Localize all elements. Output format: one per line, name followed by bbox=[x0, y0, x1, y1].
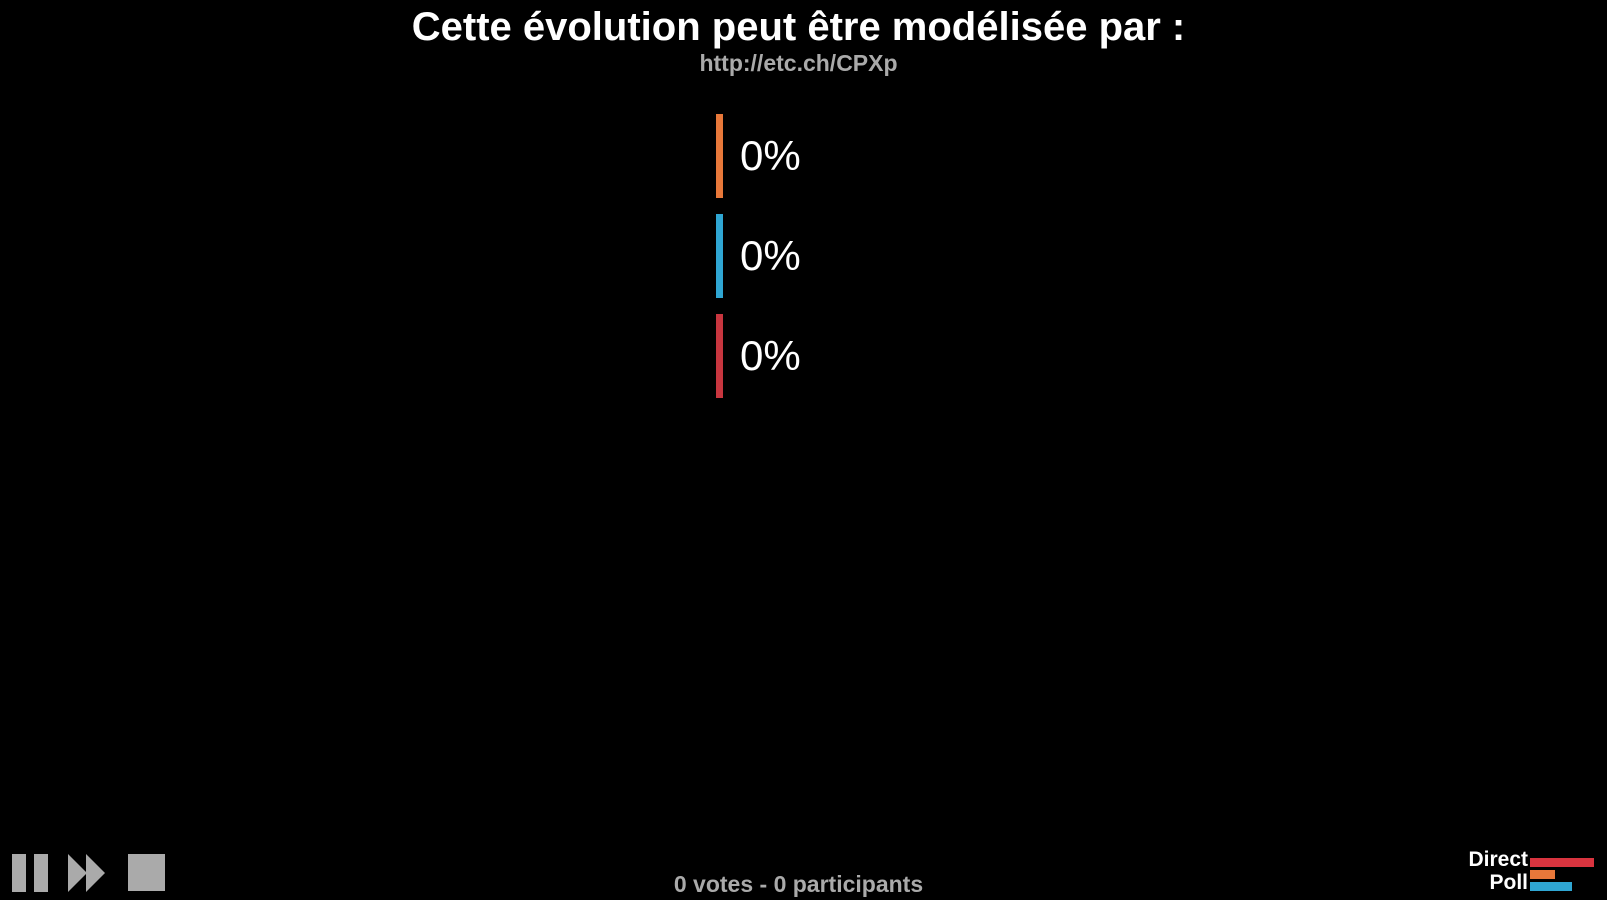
option-color-bar bbox=[716, 114, 723, 198]
poll-option-3: 0% bbox=[716, 314, 1016, 398]
poll-option-2: 0% bbox=[716, 214, 1016, 298]
logo-stripe-orange bbox=[1530, 870, 1555, 879]
option-percent: 0% bbox=[740, 232, 801, 279]
fast-forward-button[interactable] bbox=[68, 854, 108, 892]
vote-stats: 0 votes - 0 participants bbox=[673, 871, 924, 897]
logo-stripe-blue bbox=[1530, 882, 1572, 891]
poll-option-1: 0% bbox=[716, 114, 1016, 198]
fast-forward-icon bbox=[68, 854, 105, 892]
option-percent: 0% bbox=[740, 132, 801, 179]
logo-stripe-red bbox=[1530, 858, 1594, 867]
logo-text-line1: Direct bbox=[1468, 848, 1528, 871]
logo-text-line2: Poll bbox=[1489, 871, 1528, 894]
stop-button[interactable] bbox=[128, 854, 165, 891]
option-color-bar bbox=[716, 214, 723, 298]
pause-icon bbox=[12, 854, 26, 892]
pause-button[interactable] bbox=[12, 854, 50, 892]
poll-title: Cette évolution peut être modélisée par … bbox=[411, 5, 1186, 49]
poll-results: 0% 0% 0% bbox=[716, 114, 1016, 414]
option-color-bar bbox=[716, 314, 723, 398]
poll-url[interactable]: http://etc.ch/CPXp bbox=[699, 50, 898, 76]
directpoll-logo: Direct Poll bbox=[1462, 849, 1597, 895]
option-percent: 0% bbox=[740, 332, 801, 379]
